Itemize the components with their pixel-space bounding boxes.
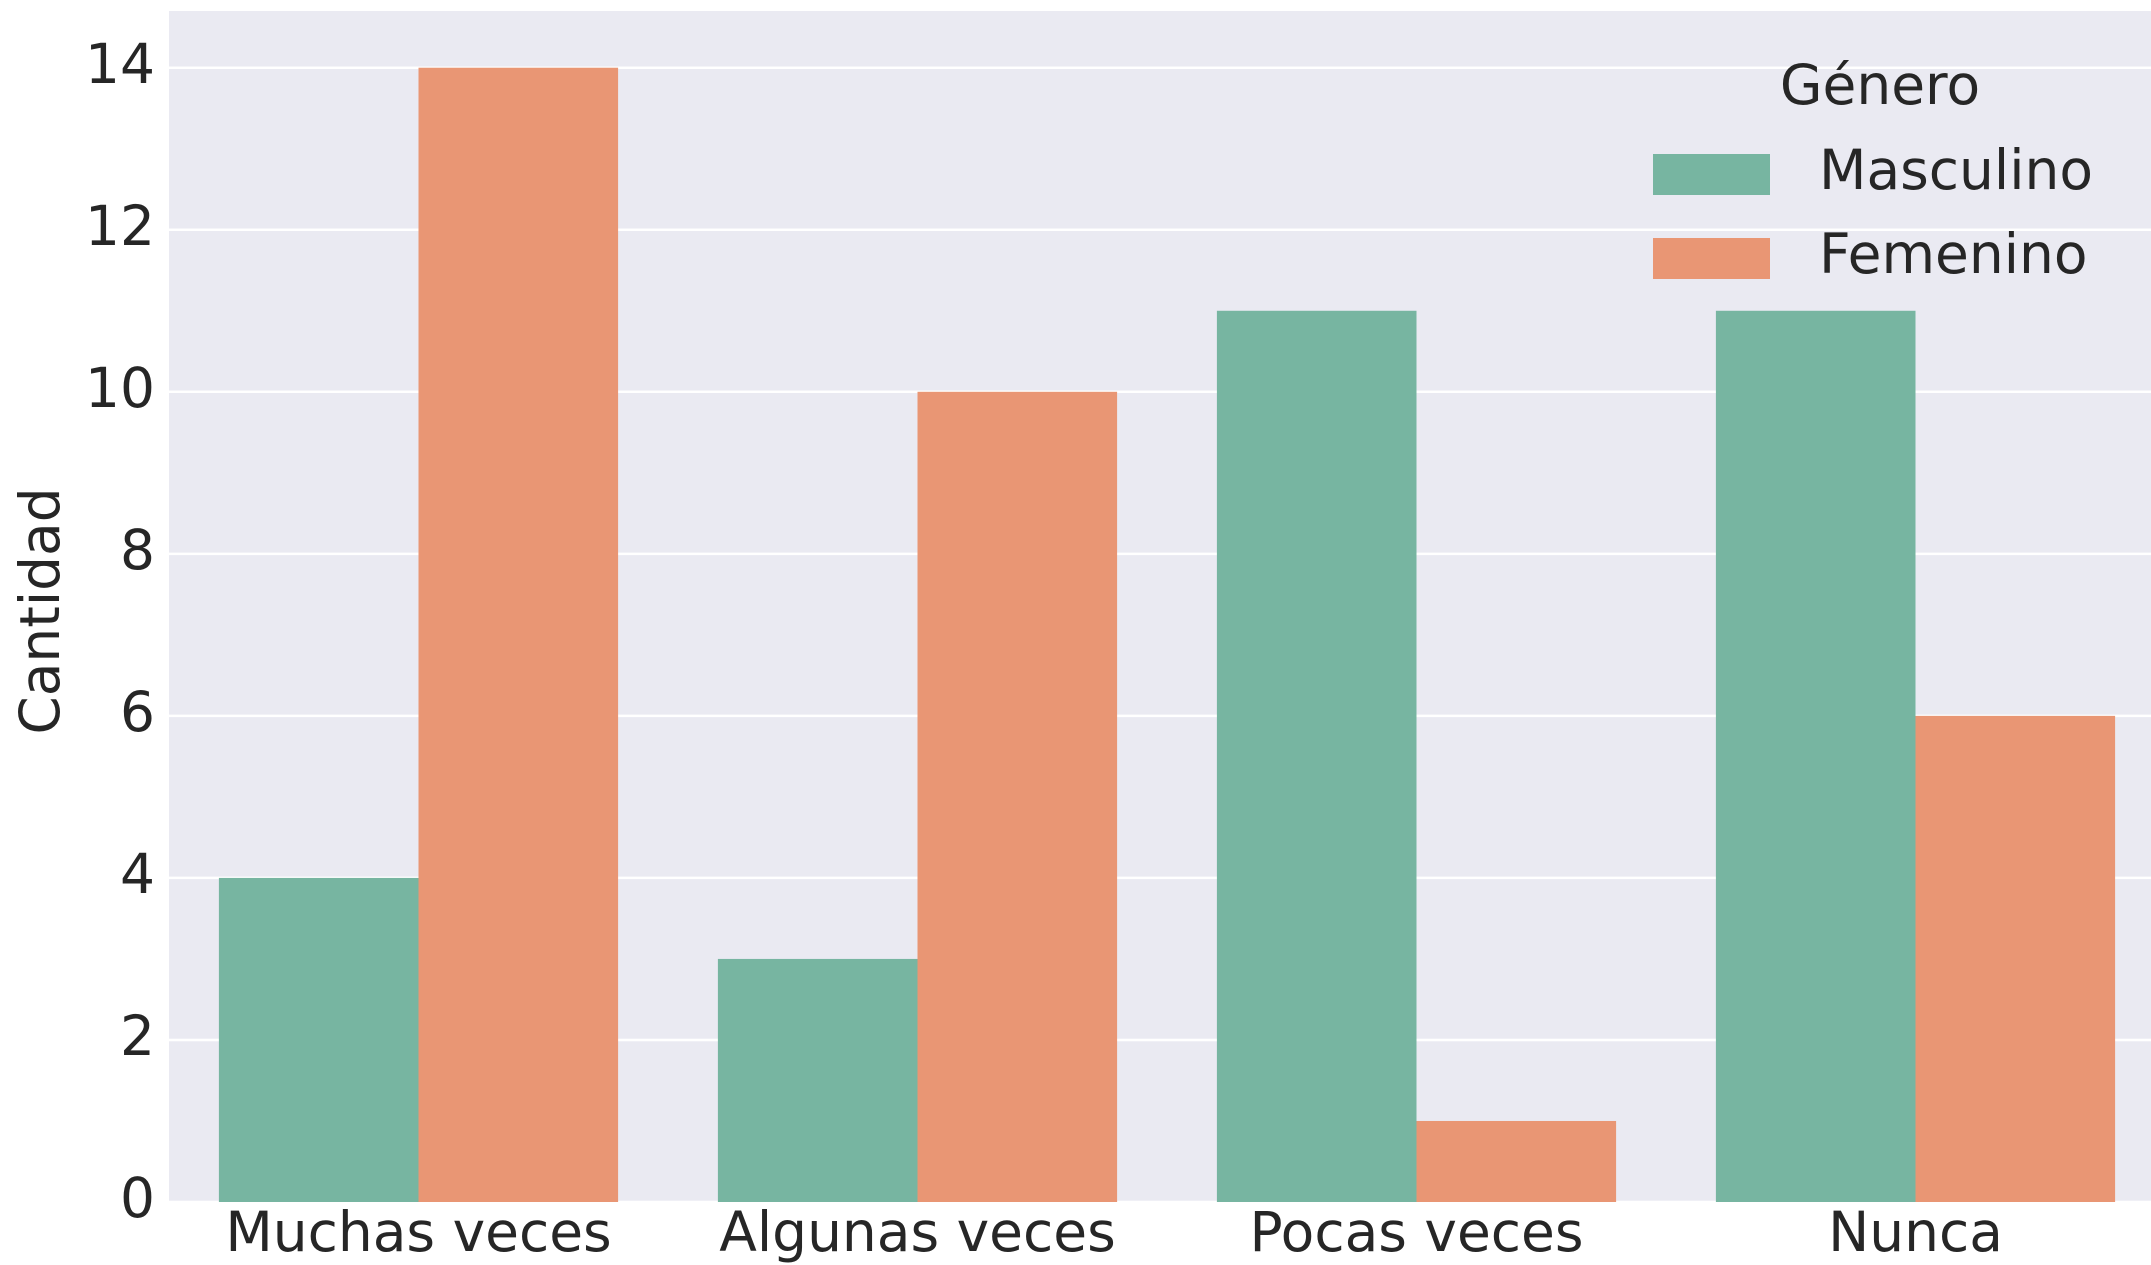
y-tick-label: 14 — [85, 32, 155, 96]
bar — [1216, 310, 1417, 1202]
legend-swatch — [1653, 238, 1770, 279]
y-tick-label: 0 — [120, 1166, 155, 1230]
legend-title: Género — [1780, 53, 1980, 117]
bar — [1915, 715, 2116, 1202]
bar — [1715, 310, 1916, 1202]
y-tick-label: 6 — [120, 680, 155, 744]
legend-label: Femenino — [1819, 222, 2088, 286]
bar — [1416, 1120, 1617, 1202]
y-axis-label: Cantidad — [8, 487, 72, 734]
bars — [218, 67, 2116, 1203]
legend-swatch — [1653, 154, 1770, 195]
x-tick-label: Muchas veces — [225, 1200, 611, 1264]
y-tick-label: 8 — [120, 518, 155, 582]
bar — [418, 67, 619, 1203]
bar — [218, 877, 419, 1202]
y-tick-label: 12 — [85, 194, 155, 258]
y-tick-label: 4 — [120, 842, 155, 906]
bar — [917, 391, 1118, 1203]
x-tick-label: Pocas veces — [1249, 1200, 1583, 1264]
x-tick-label: Algunas veces — [719, 1200, 1116, 1264]
x-tick-label: Nunca — [1828, 1200, 2003, 1264]
y-tick-label: 10 — [85, 356, 155, 420]
y-tick-label: 2 — [120, 1004, 155, 1068]
bar — [717, 958, 918, 1202]
legend-label: Masculino — [1819, 138, 2093, 202]
